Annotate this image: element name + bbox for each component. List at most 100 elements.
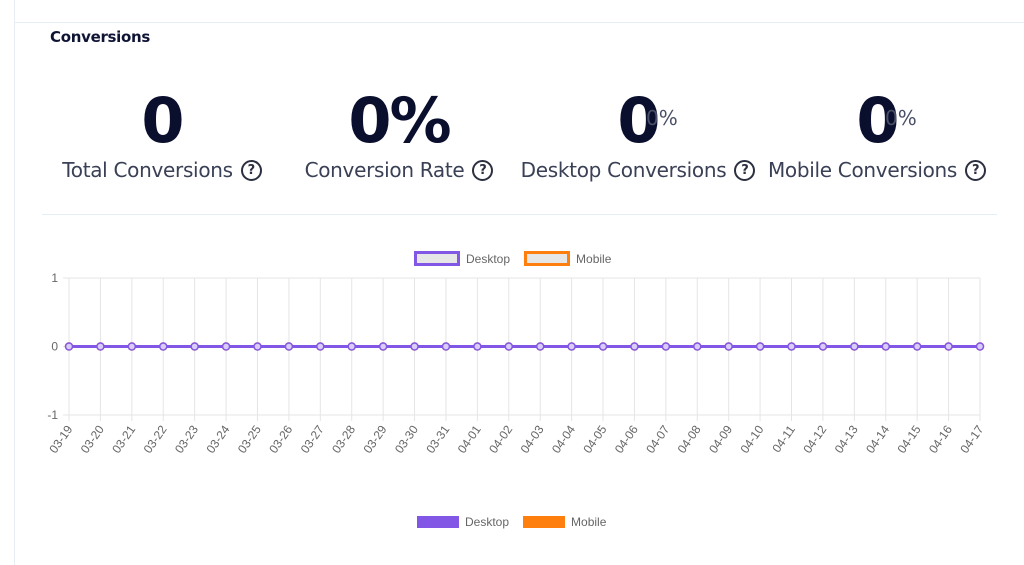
help-icon[interactable]: ? (734, 159, 756, 181)
data-point-desktop (818, 342, 828, 351)
conversions-line-chart: 10-103-19 03-20 03-21 03-22 03-23 03-24 03-25 0… (46, 271, 986, 456)
stat-label: Mobile Conversions (767, 158, 958, 182)
x-tick-label: 04-08 (675, 422, 704, 455)
x-tick-label: 03-23 (172, 422, 201, 455)
x-tick-label: 04-04 (549, 422, 578, 455)
x-tick-label: 04-12 (800, 422, 829, 455)
left-border (14, 0, 15, 565)
legend-label: Mobile (576, 251, 612, 266)
top-border (14, 22, 1024, 23)
x-tick-label: 04-13 (832, 422, 861, 455)
x-tick-label: 04-10 (737, 422, 766, 455)
chart-legend-bottom: Desktop Mobile (417, 515, 614, 529)
x-tick-label: 04-07 (643, 422, 672, 455)
legend-label: Desktop (466, 251, 511, 266)
data-point-desktop (410, 342, 419, 351)
card-title: Conversions (50, 28, 151, 46)
x-tick-label: 03-24 (203, 422, 232, 455)
x-tick-label: 04-02 (486, 422, 515, 455)
data-point-desktop (190, 342, 199, 351)
data-point-desktop (630, 342, 639, 351)
stat-label: Conversion Rate (304, 158, 465, 182)
data-point-desktop (473, 342, 482, 351)
chart-legend-top: Desktop Mobile (414, 251, 619, 266)
legend-swatch (417, 516, 459, 528)
data-point-desktop (221, 342, 231, 351)
x-tick-label: 03-21 (109, 422, 138, 455)
stat-percent: 0% (885, 106, 917, 130)
data-point-desktop (127, 342, 137, 351)
stat-value: 0 (141, 84, 184, 157)
data-point-desktop (158, 342, 168, 351)
y-tick-label: 1 (51, 271, 58, 285)
x-tick-label: 03-19 (46, 422, 75, 455)
stat-conversion-rate: 0% Conversion Rate? (279, 84, 519, 182)
x-tick-label: 04-16 (926, 422, 955, 455)
y-tick-label: -1 (47, 408, 58, 422)
legend-item-desktop[interactable]: Desktop (417, 515, 509, 529)
stat-value: 0 (856, 84, 899, 157)
section-divider (42, 214, 997, 215)
x-tick-label: 03-20 (78, 422, 107, 455)
stat-value: 0 (617, 84, 660, 157)
stat-percent: 0% (646, 106, 678, 130)
x-tick-label: 04-17 (957, 422, 986, 455)
data-point-desktop (850, 342, 859, 351)
legend-label: Desktop (465, 515, 510, 529)
legend-item-mobile[interactable]: Mobile (523, 515, 606, 529)
stat-value: 0% (348, 84, 451, 157)
legend-label: Mobile (571, 515, 607, 529)
legend-item-mobile[interactable]: Mobile (524, 251, 611, 266)
x-tick-label: 04-06 (612, 422, 641, 455)
data-point-desktop (567, 342, 576, 351)
data-point-desktop (316, 342, 325, 351)
data-point-desktop (661, 342, 671, 351)
data-point-desktop (975, 342, 985, 351)
data-point-desktop (96, 342, 105, 351)
x-tick-label: 04-15 (895, 422, 924, 455)
data-point-desktop (755, 342, 765, 351)
x-tick-label: 03-28 (329, 422, 358, 455)
data-point-desktop (598, 342, 608, 351)
legend-item-desktop[interactable]: Desktop (414, 251, 510, 266)
data-point-desktop (347, 342, 356, 351)
help-icon[interactable]: ? (472, 159, 494, 181)
stat-label: Total Conversions (62, 158, 233, 182)
data-point-desktop (535, 342, 545, 351)
x-tick-label: 03-31 (423, 422, 452, 455)
legend-swatch (523, 516, 566, 528)
x-tick-label: 03-29 (361, 422, 390, 455)
x-tick-label: 04-01 (455, 422, 484, 455)
data-point-desktop (693, 342, 702, 351)
legend-swatch (524, 251, 571, 266)
stat-mobile-conversions: 0 0% Mobile Conversions? (757, 84, 997, 182)
legend-swatch (414, 251, 460, 266)
data-point-desktop (787, 342, 796, 351)
x-tick-label: 03-27 (298, 422, 327, 455)
data-point-desktop (504, 342, 514, 351)
x-tick-label: 04-03 (518, 422, 547, 455)
data-point-desktop (912, 342, 922, 351)
y-tick-label: 0 (51, 340, 58, 354)
data-point-desktop (64, 342, 74, 351)
data-point-desktop (944, 342, 953, 351)
x-tick-label: 03-22 (141, 422, 170, 455)
data-point-desktop (284, 342, 294, 351)
x-tick-label: 04-14 (863, 422, 892, 455)
stat-desktop-conversions: 0 0% Desktop Conversions? (518, 84, 758, 182)
data-point-desktop (378, 342, 388, 351)
help-icon[interactable]: ? (965, 159, 987, 181)
x-tick-label: 04-11 (769, 422, 798, 455)
x-tick-label: 03-26 (266, 422, 295, 455)
data-point-desktop (253, 342, 262, 351)
data-point-desktop (724, 342, 733, 351)
help-icon[interactable]: ? (240, 159, 262, 181)
stat-label: Desktop Conversions (520, 158, 727, 182)
data-point-desktop (881, 342, 891, 351)
data-point-desktop (441, 342, 451, 351)
x-tick-label: 04-09 (706, 422, 735, 455)
x-tick-label: 03-25 (235, 422, 264, 455)
stat-total-conversions: 0 Total Conversions? (42, 84, 282, 182)
x-tick-label: 04-05 (580, 422, 609, 455)
